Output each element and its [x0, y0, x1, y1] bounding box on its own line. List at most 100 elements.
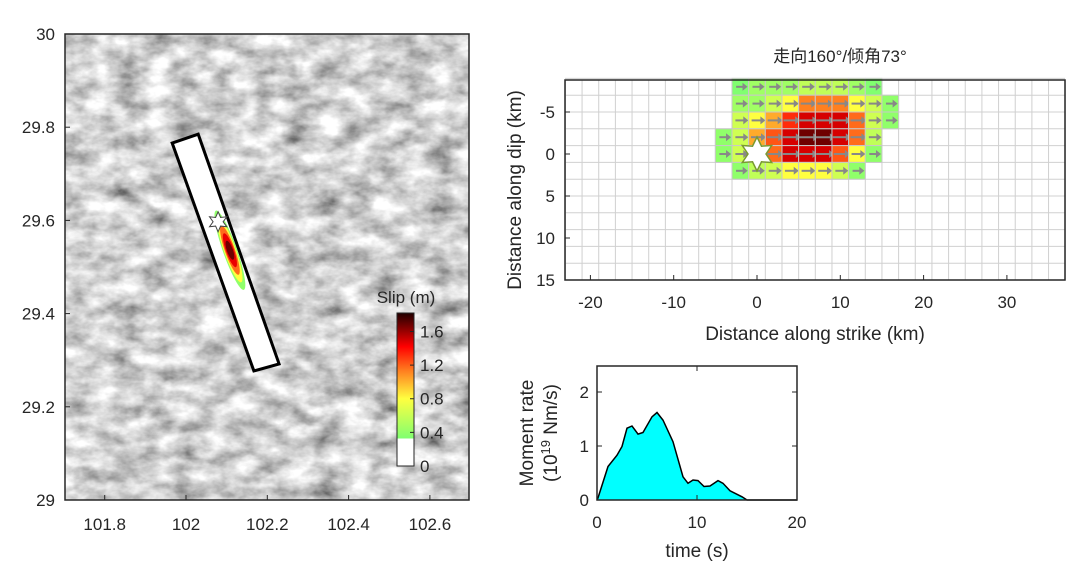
- slip-axes-box: [564, 79, 1066, 281]
- rake-arrowhead-icon: [826, 82, 832, 91]
- rake-arrowhead-icon: [743, 116, 749, 125]
- slip-ytick-label: 15: [536, 271, 555, 290]
- rake-arrowhead-icon: [809, 82, 815, 91]
- moment-xlabel: time (s): [665, 541, 728, 562]
- rake-arrowhead-icon: [759, 82, 765, 91]
- ylabel-suffix: Nm/s): [541, 384, 562, 440]
- ylabel-prefix: (10: [541, 454, 562, 481]
- rake-arrowhead-icon: [875, 82, 881, 91]
- map-ytick-label: 30: [36, 25, 55, 44]
- map-ytick-label: 29.4: [22, 305, 55, 324]
- moment-rate-panel: 0 10 20 0 1 2 time (s) Moment rate (1019 Nm/s…: [517, 365, 807, 562]
- rake-arrowhead-icon: [726, 150, 732, 158]
- moment-rate-area: [597, 412, 797, 500]
- rake-arrowhead-icon: [778, 150, 784, 158]
- rake-arrowhead-icon: [875, 150, 881, 158]
- colorbar-tick-label: 1.2: [420, 356, 444, 375]
- rake-arrowhead-icon: [743, 150, 749, 158]
- colorbar-tick-label: 0: [420, 457, 429, 476]
- rake-arrowhead-icon: [792, 82, 798, 91]
- map-xtick-label: 102.6: [409, 515, 452, 534]
- rake-arrowhead-icon: [776, 99, 782, 108]
- moment-ylabel-line2: (1019 Nm/s): [538, 384, 562, 482]
- moment-rate-line: [596, 411, 797, 501]
- map-xtick-label: 102.2: [246, 515, 289, 534]
- rake-arrowhead-icon: [811, 99, 817, 108]
- rake-arrowhead-icon: [759, 166, 765, 175]
- map-ytick-label: 29.6: [22, 211, 55, 230]
- map-xtick-label: 102: [172, 515, 200, 534]
- moment-ytick-label: 2: [580, 383, 589, 402]
- rake-arrowhead-icon: [844, 150, 850, 158]
- rake-arrowhead-icon: [843, 82, 849, 91]
- slip-xtick-label: 20: [914, 293, 933, 312]
- slip-xtick-label: 10: [831, 293, 850, 312]
- colorbar-label: Slip (m): [377, 288, 436, 307]
- moment-xtick-label: 10: [688, 513, 707, 532]
- colorbar-gradient: [396, 312, 415, 467]
- rake-arrowhead-icon: [876, 133, 882, 142]
- moment-ytick-label: 1: [580, 437, 589, 456]
- rake-arrowhead-icon: [778, 133, 784, 142]
- colorbar: Slip (m) 0 0.4 0.8 1.2 1.6: [377, 288, 444, 476]
- rake-arrowhead-icon: [876, 116, 882, 125]
- slip-ytick-label: -5: [540, 103, 555, 122]
- map-ytick-label: 29.2: [22, 398, 55, 417]
- rake-arrowhead-icon: [743, 133, 749, 142]
- moment-ylabel-line1: Moment rate: [517, 380, 538, 487]
- rake-arrowhead-icon: [776, 82, 782, 91]
- rake-arrowhead-icon: [793, 99, 799, 108]
- slip-ytick-label: 5: [546, 187, 555, 206]
- ylabel-exponent: 19: [538, 440, 553, 454]
- colorbar-tick-label: 0.4: [420, 423, 444, 442]
- rake-arrowhead-icon: [761, 133, 766, 142]
- moment-xtick-label: 20: [788, 513, 807, 532]
- slip-xtick-label: -20: [578, 293, 603, 312]
- rake-arrowhead-icon: [776, 166, 782, 175]
- map-slip-patch: [225, 240, 235, 260]
- rake-arrowhead-icon: [827, 166, 833, 175]
- rake-arrowhead-icon: [859, 82, 865, 91]
- rake-arrowhead-icon: [860, 99, 866, 108]
- map-ytick-label: 29.8: [22, 118, 55, 137]
- rake-arrowhead-icon: [759, 99, 765, 108]
- slip-title: 走向160°/倾角73°: [773, 47, 907, 66]
- map-xtick-label: 102.4: [327, 515, 370, 534]
- map-ytick-label: 29: [36, 491, 55, 510]
- rake-arrowhead-icon: [892, 116, 898, 125]
- rake-arrowhead-icon: [859, 166, 865, 175]
- rake-arrowhead-icon: [777, 116, 783, 125]
- moment-ytick-label: 0: [580, 491, 589, 510]
- rake-arrowhead-icon: [892, 99, 898, 108]
- rake-arrowhead-icon: [861, 116, 867, 125]
- rake-arrowhead-icon: [810, 166, 816, 175]
- slip-panel: 走向160°/倾角73° -20 -10 0 10 20 30 -5 0 5 10 15 Dista…: [505, 47, 1066, 345]
- rake-arrowhead-icon: [793, 166, 799, 175]
- moment-xtick-label: 0: [592, 513, 601, 532]
- slip-xtick-label: 0: [752, 293, 761, 312]
- slip-xtick-label: 30: [997, 293, 1016, 312]
- slip-xtick-label: -10: [661, 293, 686, 312]
- colorbar-tick-label: 0.8: [420, 390, 444, 409]
- colorbar-tick-label: 1.6: [420, 322, 444, 341]
- rake-arrowhead-icon: [827, 99, 833, 108]
- rake-arrowhead-icon: [742, 166, 748, 175]
- slip-ytick-label: 0: [546, 145, 555, 164]
- hypocenter-star-icon: [740, 135, 774, 173]
- rake-arrowhead-icon: [726, 133, 732, 142]
- rake-arrowhead-icon: [844, 99, 850, 108]
- rake-arrowhead-icon: [795, 116, 801, 125]
- rake-arrowhead-icon: [742, 82, 748, 91]
- rake-arrowhead-icon: [843, 166, 849, 175]
- slip-ytick-label: 10: [536, 229, 555, 248]
- rake-arrowhead-icon: [760, 116, 766, 125]
- rake-arrowhead-icon: [861, 133, 867, 142]
- rake-arrowhead-icon: [742, 99, 748, 108]
- slip-xlabel: Distance along strike (km): [705, 324, 925, 345]
- map-xtick-label: 101.8: [83, 515, 126, 534]
- rake-arrowhead-icon: [860, 150, 866, 158]
- map-panel: 101.8 102 102.2 102.4 102.6 29 29.2 29.4 29.6 29.…: [22, 25, 470, 534]
- epicenter-star-icon: [208, 210, 228, 234]
- rake-arrowhead-icon: [876, 99, 882, 108]
